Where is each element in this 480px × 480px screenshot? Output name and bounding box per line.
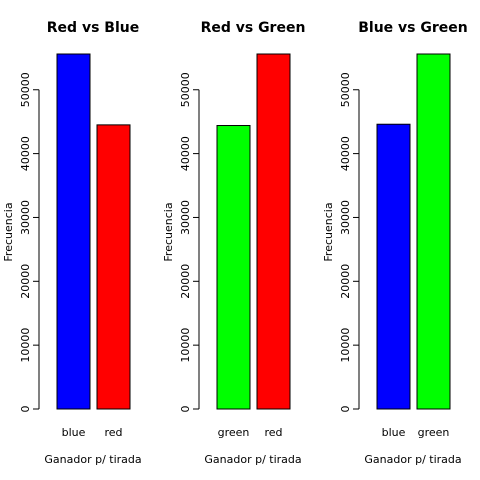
y-tick-label: 10000 xyxy=(179,328,192,363)
category-label: green xyxy=(218,426,250,439)
y-tick-label: 10000 xyxy=(339,328,352,363)
y-tick-label: 0 xyxy=(339,406,352,413)
y-tick-label: 10000 xyxy=(19,328,32,363)
category-label: blue xyxy=(382,426,406,439)
y-tick-label: 30000 xyxy=(339,200,352,235)
y-tick-label: 40000 xyxy=(19,136,32,171)
bar xyxy=(96,124,131,410)
x-axis-label: Ganador p/ tirada xyxy=(204,453,301,466)
y-axis-label: Frecuencia xyxy=(2,202,15,261)
chart-title: Red vs Green xyxy=(201,20,306,36)
bar xyxy=(256,53,291,410)
y-tick-label: 20000 xyxy=(179,264,192,299)
y-tick-label: 30000 xyxy=(19,200,32,235)
chart-title: Blue vs Green xyxy=(358,20,468,36)
y-tick-label: 40000 xyxy=(179,136,192,171)
y-tick-label: 50000 xyxy=(339,72,352,107)
category-label: green xyxy=(418,426,450,439)
category-label: blue xyxy=(62,426,86,439)
x-axis-label: Ganador p/ tirada xyxy=(44,453,141,466)
x-axis-label: Ganador p/ tirada xyxy=(364,453,461,466)
bar xyxy=(416,53,451,410)
category-label: red xyxy=(264,426,282,439)
chart-title: Red vs Blue xyxy=(47,20,139,36)
bar xyxy=(216,125,251,410)
y-axis-label: Frecuencia xyxy=(162,202,175,261)
y-tick-label: 0 xyxy=(19,406,32,413)
y-tick-label: 50000 xyxy=(179,72,192,107)
y-tick-label: 30000 xyxy=(179,200,192,235)
y-tick-label: 50000 xyxy=(19,72,32,107)
y-tick-label: 20000 xyxy=(19,264,32,299)
y-tick-label: 0 xyxy=(179,406,192,413)
category-label: red xyxy=(104,426,122,439)
bar xyxy=(56,53,91,410)
y-tick-label: 40000 xyxy=(339,136,352,171)
bar xyxy=(376,123,411,410)
y-tick-label: 20000 xyxy=(339,264,352,299)
y-axis-label: Frecuencia xyxy=(322,202,335,261)
